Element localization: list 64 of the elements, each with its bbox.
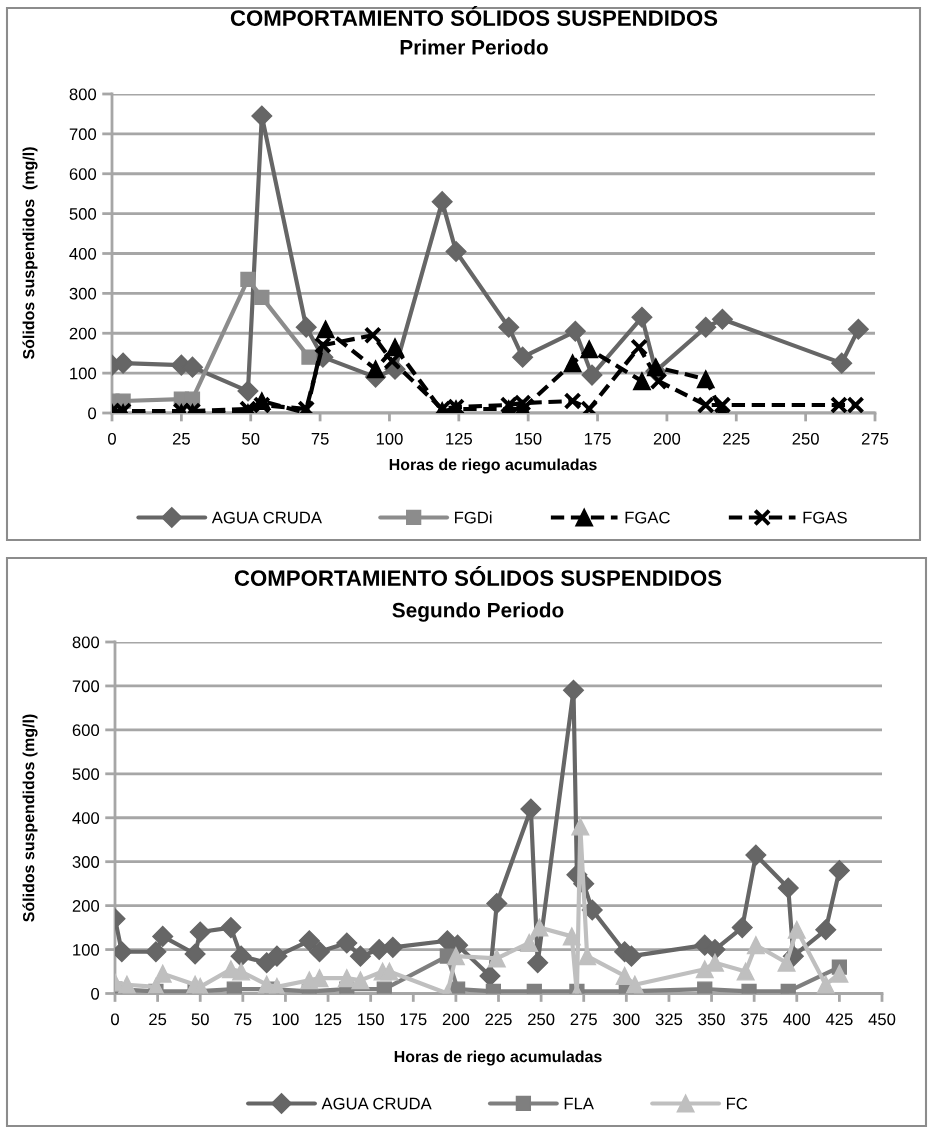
- x-tick-label: 125: [315, 1013, 342, 1026]
- x-tick-label: 450: [868, 1013, 896, 1026]
- y-tick-label: 800: [69, 88, 97, 101]
- legend-label: AGUA CRUDA: [321, 1097, 432, 1110]
- x-axis-title: Horas de riego acumuladas: [389, 458, 597, 474]
- y-tick-label: 100: [70, 367, 97, 380]
- chart-title: COMPORTAMIENTO SÓLIDOS SUSPENDIDOS: [234, 566, 722, 586]
- x-tick-label: 50: [191, 1013, 209, 1026]
- x-tick-label: 175: [400, 1013, 427, 1026]
- x-tick-label: 175: [584, 433, 611, 445]
- x-tick-label: 25: [172, 432, 190, 445]
- x-tick-label: 375: [740, 1013, 768, 1026]
- y-tick-label: 700: [72, 680, 100, 693]
- x-tick-label: 275: [570, 1013, 597, 1026]
- y-tick-label: 300: [72, 856, 100, 868]
- x-tick-label: 75: [311, 433, 329, 445]
- x-tick-label: 250: [792, 432, 819, 445]
- x-tick-label: 125: [446, 432, 473, 445]
- y-tick-label: 400: [72, 812, 100, 824]
- x-tick-label: 425: [825, 1013, 853, 1026]
- x-tick-label: 275: [861, 432, 889, 445]
- x-tick-label: 50: [242, 432, 260, 445]
- x-tick-label: 0: [108, 432, 116, 445]
- y-tick-label: 0: [91, 987, 100, 1000]
- x-tick-label: 250: [528, 1013, 555, 1026]
- y-tick-label: 200: [72, 900, 100, 912]
- chart-subtitle: Segundo Periodo: [392, 602, 564, 622]
- y-tick-label: 800: [72, 636, 100, 649]
- x-tick-label: 200: [442, 1013, 470, 1026]
- legend-label: FGAS: [803, 511, 847, 524]
- y-axis-title: Sólidos suspendidos (mg/l): [22, 714, 38, 922]
- x-tick-label: 25: [149, 1013, 167, 1026]
- x-tick-label: 0: [111, 1013, 119, 1026]
- y-tick-label: 300: [69, 287, 97, 300]
- y-tick-label: 500: [69, 208, 97, 220]
- x-tick-label: 325: [655, 1013, 683, 1026]
- legend-label: AGUA CRUDA: [211, 511, 322, 524]
- legend-label: FLA: [564, 1097, 594, 1110]
- y-tick-label: 700: [69, 128, 97, 141]
- x-tick-label: 350: [698, 1013, 725, 1026]
- x-tick-label: 225: [723, 432, 750, 445]
- x-tick-label: 150: [358, 1013, 384, 1026]
- y-tick-label: 100: [73, 943, 100, 956]
- chart-subtitle: Primer Periodo: [400, 39, 548, 55]
- legend-label: FGDi: [455, 511, 492, 524]
- x-tick-label: 100: [272, 1013, 299, 1026]
- x-tick-label: 200: [653, 432, 681, 445]
- x-tick-label: 300: [613, 1013, 640, 1026]
- x-tick-label: 75: [234, 1013, 252, 1026]
- y-tick-label: 500: [72, 768, 100, 781]
- legend-label: FC: [726, 1097, 748, 1110]
- y-tick-label: 200: [69, 327, 97, 340]
- y-tick-label: 600: [72, 724, 100, 737]
- chart-title: COMPORTAMIENTO SÓLIDOS SUSPENDIDOS: [230, 6, 718, 26]
- y-tick-label: 600: [69, 168, 97, 180]
- legend-label: FGAC: [625, 511, 670, 524]
- y-tick-label: 0: [88, 407, 97, 420]
- x-axis-title: Horas de riego acumuladas: [394, 1050, 602, 1066]
- x-tick-label: 225: [485, 1013, 512, 1026]
- x-tick-label: 150: [515, 432, 542, 445]
- y-tick-label: 400: [69, 247, 97, 260]
- x-tick-label: 400: [783, 1013, 811, 1026]
- y-axis-title: Sólidos suspendidos (mg/l): [22, 147, 38, 360]
- x-tick-label: 100: [376, 432, 403, 445]
